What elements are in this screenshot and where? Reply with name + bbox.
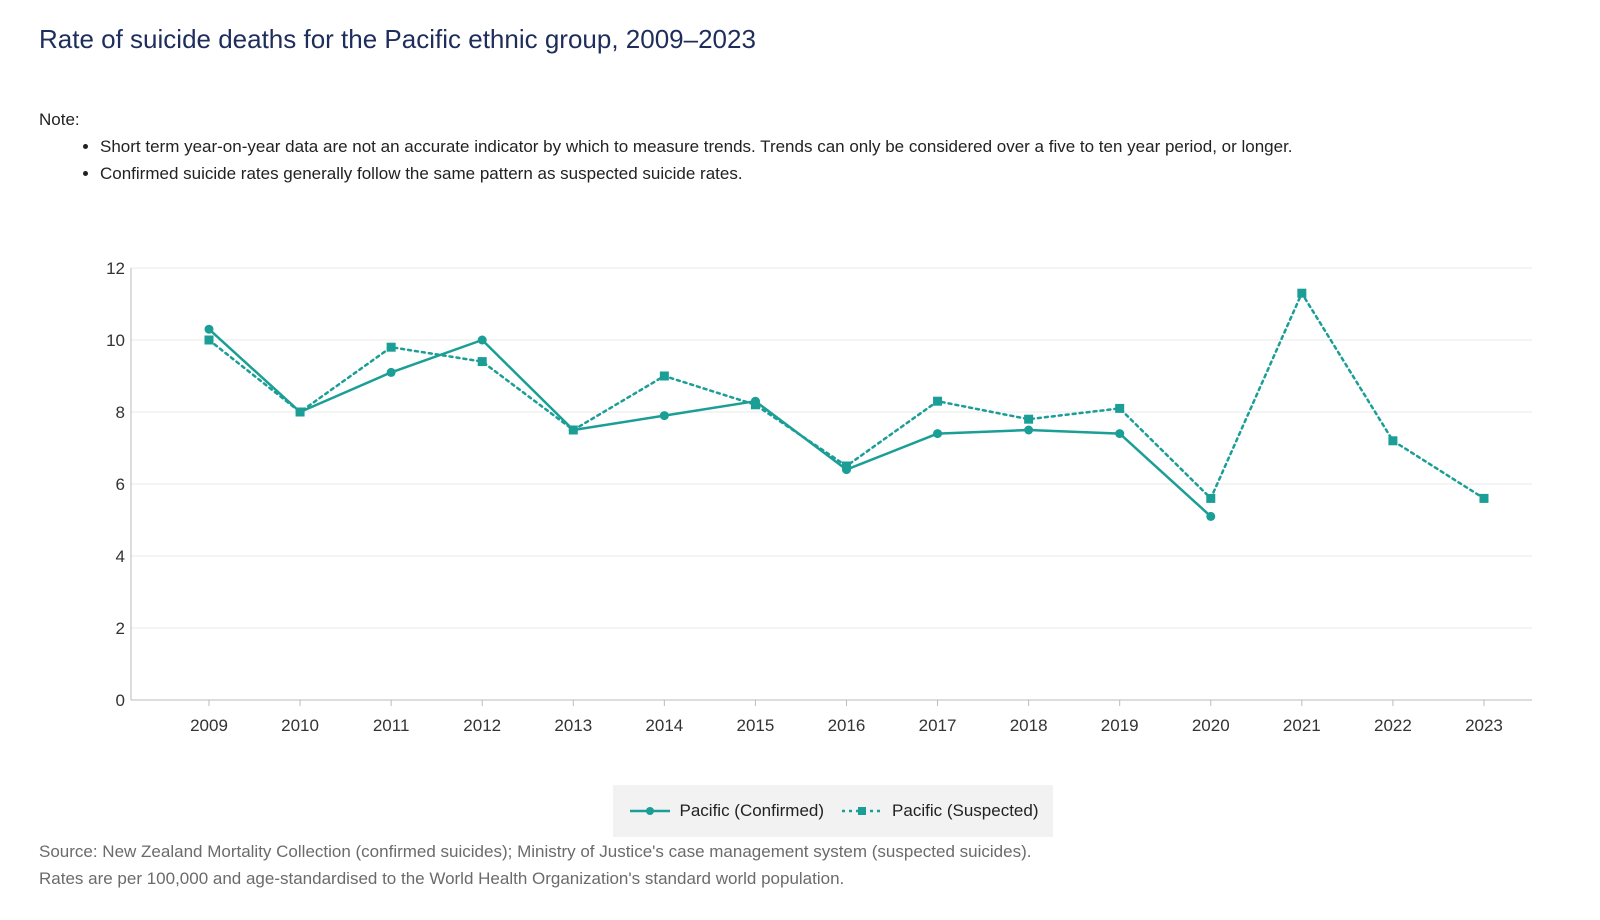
chart-legend: Pacific (Confirmed) Pacific (Suspected) xyxy=(613,785,1053,837)
data-point-suspected xyxy=(386,342,396,352)
x-tick-label: 2019 xyxy=(1101,716,1139,735)
x-tick-label: 2018 xyxy=(1010,716,1048,735)
legend-label-suspected: Pacific (Suspected) xyxy=(892,801,1039,820)
data-point-suspected xyxy=(477,357,487,367)
axis-layer: 0 2 4 6 8 10 12 2009 2010 2011 2012 2013 2014 2015 201… xyxy=(106,259,1532,735)
x-tick-label: 2020 xyxy=(1192,716,1230,735)
x-tick-label: 2012 xyxy=(463,716,501,735)
data-point-suspected xyxy=(1388,436,1398,446)
grid-layer xyxy=(131,267,1532,629)
x-tick-label: 2009 xyxy=(190,716,228,735)
data-point-suspected xyxy=(568,425,578,435)
y-tick-label: 2 xyxy=(116,619,125,638)
source-note: Source: New Zealand Mortality Collection… xyxy=(39,838,1031,892)
data-point-confirmed xyxy=(1024,425,1034,435)
data-point-suspected xyxy=(1115,403,1125,413)
data-point-confirmed xyxy=(477,335,487,345)
legend-swatch-suspected xyxy=(842,807,883,815)
data-point-suspected xyxy=(1024,414,1034,424)
data-point-suspected xyxy=(1479,493,1489,503)
data-point-suspected xyxy=(659,371,669,381)
x-tick-label: 2023 xyxy=(1465,716,1503,735)
y-tick-label: 6 xyxy=(116,475,125,494)
source-line: Rates are per 100,000 and age-standardis… xyxy=(39,869,845,888)
note-item: Short term year-on-year data are not an … xyxy=(100,133,1293,160)
x-tick-label: 2022 xyxy=(1374,716,1412,735)
x-tick-label: 2017 xyxy=(919,716,957,735)
x-tick-label: 2010 xyxy=(281,716,319,735)
legend-marker-suspected xyxy=(858,807,867,815)
note-label: Note: xyxy=(39,110,80,129)
data-point-suspected xyxy=(1206,493,1216,503)
legend-item-suspected[interactable]: Pacific (Suspected) xyxy=(840,801,1039,821)
note-block: Note: Short term year-on-year data are n… xyxy=(39,106,1293,187)
page-title: Rate of suicide deaths for the Pacific e… xyxy=(39,24,756,54)
y-tick-label: 4 xyxy=(116,547,125,566)
data-point-suspected xyxy=(933,396,943,406)
y-tick-label: 8 xyxy=(116,403,125,422)
legend-label-confirmed: Pacific (Confirmed) xyxy=(679,801,825,820)
x-tick-label: 2016 xyxy=(828,716,866,735)
data-point-suspected xyxy=(295,407,305,417)
y-tick-label: 12 xyxy=(106,259,125,278)
series-layer xyxy=(204,288,1489,521)
x-tick-label: 2011 xyxy=(373,716,410,735)
legend-swatch-confirmed xyxy=(629,807,670,815)
x-tick-label: 2014 xyxy=(645,716,683,735)
data-point-confirmed xyxy=(1115,429,1125,439)
line-chart: 0 2 4 6 8 10 12 2009 2010 2011 2012 2013 2014 2015 201… xyxy=(106,259,1532,735)
legend-marker-confirmed xyxy=(645,807,654,815)
source-line: Source: New Zealand Mortality Collection… xyxy=(39,842,1032,861)
y-tick-label: 0 xyxy=(116,691,125,710)
y-tick-label: 10 xyxy=(106,331,125,350)
data-point-confirmed xyxy=(204,324,214,334)
data-point-confirmed xyxy=(1206,511,1216,521)
x-tick-label: 2021 xyxy=(1283,716,1321,735)
note-list: Short term year-on-year data are not an … xyxy=(39,133,1293,187)
data-point-suspected xyxy=(204,335,214,345)
data-point-suspected xyxy=(1297,288,1307,298)
data-point-confirmed xyxy=(933,429,943,439)
note-item: Confirmed suicide rates generally follow… xyxy=(100,160,1293,187)
data-point-confirmed xyxy=(386,367,396,377)
legend-item-confirmed[interactable]: Pacific (Confirmed) xyxy=(628,801,825,821)
data-point-confirmed xyxy=(659,411,669,421)
x-tick-label: 2015 xyxy=(737,716,775,735)
data-point-suspected xyxy=(750,400,760,410)
x-tick-label: 2013 xyxy=(554,716,592,735)
series-line-confirmed xyxy=(207,327,1213,518)
data-point-suspected xyxy=(841,461,851,471)
